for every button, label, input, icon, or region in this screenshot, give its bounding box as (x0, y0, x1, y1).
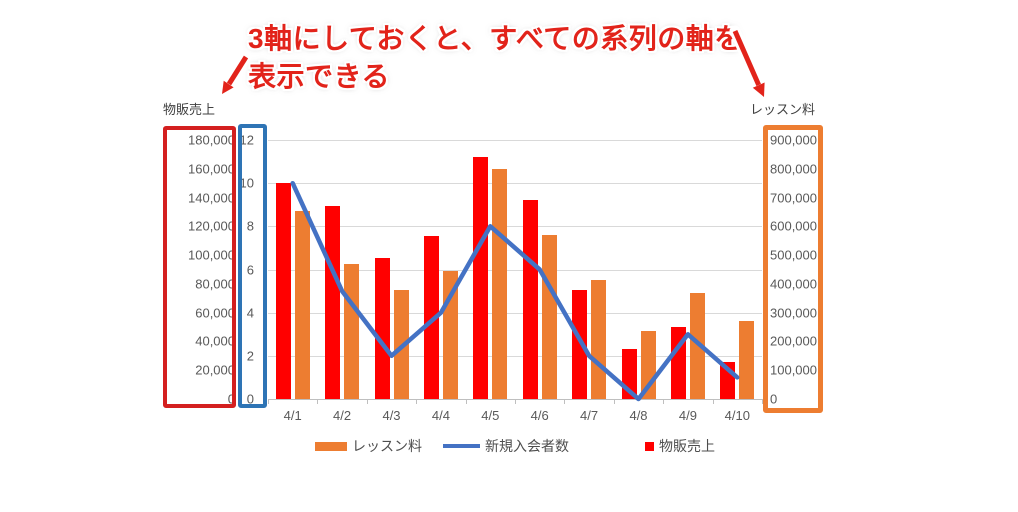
legend-item-goods-sales[interactable]: 物販売上 (645, 436, 715, 456)
x-axis-label: 4/6 (530, 408, 549, 423)
left-axis-tick-label: 60,000 (195, 305, 235, 321)
secondary-axis-tick-label: 12 (239, 132, 254, 148)
left-axis-title: 物販売上 (163, 102, 216, 117)
left-axis-highlight-box (163, 126, 236, 408)
left-axis-tick-label: 20,000 (195, 362, 235, 378)
right-axis-tick-label: 400,000 (770, 276, 817, 292)
bar-lesson-fee-4/5 (492, 168, 508, 399)
secondary-axis-tick-label: 6 (246, 262, 254, 277)
legend-line-swatch-blue-icon (443, 444, 480, 448)
bar-lesson-fee-4/7 (591, 279, 607, 399)
x-axis-tick (663, 399, 665, 404)
left-axis-tick-label: 160,000 (188, 161, 235, 177)
x-axis-label: 4/3 (382, 408, 401, 423)
secondary-axis-tick-label: 0 (246, 391, 254, 407)
legend-square-swatch-red-icon (645, 441, 654, 451)
annotation-line-2: 表示できる (248, 61, 390, 92)
x-axis-label: 4/1 (283, 408, 302, 423)
x-axis-tick (515, 399, 516, 404)
gridline (268, 312, 762, 314)
right-axis-tick-label: 500,000 (770, 247, 817, 263)
gridline (268, 183, 762, 185)
bar-goods-sales-4/1 (275, 183, 291, 399)
bar-lesson-fee-4/2 (344, 263, 360, 399)
right-axis-tick-label: 600,000 (770, 218, 817, 234)
left-axis-tick-label: 80,000 (195, 276, 235, 292)
secondary-axis-highlight-box (238, 124, 267, 408)
left-axis-tick-label: 180,000 (188, 132, 235, 148)
x-axis-label: 4/2 (333, 408, 352, 423)
left-axis-tick-label: 40,000 (195, 333, 235, 349)
bar-lesson-fee-4/3 (393, 289, 409, 399)
x-axis-label: 4/9 (678, 408, 697, 423)
legend-item-new-members[interactable]: 新規入会者数 (443, 436, 569, 456)
right-axis-highlight-box (763, 125, 823, 413)
x-axis-tick (564, 399, 566, 404)
bar-lesson-fee-4/6 (541, 235, 557, 399)
x-axis-tick (317, 399, 319, 404)
secondary-axis-tick-label: 10 (239, 175, 254, 191)
right-axis-tick-label: 300,000 (770, 305, 817, 321)
legend-label-lesson-fee: レッスン料 (352, 438, 422, 454)
legend-bar-swatch-orange-icon (315, 441, 347, 451)
x-axis-tick (712, 399, 714, 404)
x-axis-label: 4/4 (431, 408, 450, 423)
bar-goods-sales-4/9 (670, 327, 686, 399)
x-axis-label: 4/7 (580, 408, 599, 423)
right-axis-tick-label: 800,000 (770, 161, 817, 177)
x-axis-label: 4/5 (481, 408, 500, 423)
right-axis-tick-label: 900,000 (770, 132, 817, 148)
legend-label-goods-sales: 物販売上 (659, 438, 715, 454)
x-axis-tick (762, 399, 763, 404)
x-axis-label: 4/10 (724, 408, 750, 423)
x-axis-tick (465, 399, 467, 404)
legend-item-lesson-fee[interactable]: レッスン料 (315, 436, 422, 456)
left-axis-tick-label: 140,000 (188, 190, 235, 206)
bar-goods-sales-4/5 (473, 157, 489, 399)
x-axis-label: 4/8 (629, 408, 648, 423)
legend-label-new-members: 新規入会者数 (485, 438, 569, 454)
annotation-text: 3軸にしておくと、すべての系列の軸を 表示できる (248, 20, 743, 96)
bar-goods-sales-4/3 (374, 258, 390, 399)
x-axis-tick (268, 399, 269, 404)
annotation-line-1: 3軸にしておくと、すべての系列の軸を (248, 23, 743, 54)
secondary-axis-tick-label: 2 (246, 348, 254, 364)
right-axis-tick-label: 200,000 (770, 333, 817, 349)
bar-lesson-fee-4/4 (442, 270, 458, 399)
secondary-axis-tick-label: 4 (246, 305, 254, 321)
bar-goods-sales-4/6 (522, 200, 538, 399)
gridline (268, 269, 762, 271)
left-axis-tick-label: 120,000 (188, 218, 235, 234)
gridline (268, 140, 762, 141)
bar-lesson-fee-4/9 (689, 292, 705, 399)
bar-lesson-fee-4/8 (640, 331, 656, 399)
x-axis-tick (366, 399, 368, 404)
bar-lesson-fee-4/10 (739, 321, 755, 399)
bar-goods-sales-4/10 (720, 361, 736, 399)
bar-goods-sales-4/4 (423, 236, 439, 399)
x-axis-tick (416, 399, 418, 404)
right-axis-title: レッスン料 (750, 102, 816, 117)
bar-goods-sales-4/8 (621, 348, 637, 399)
right-axis-tick-label: 700,000 (770, 190, 817, 206)
gridline (268, 355, 762, 357)
right-axis-tick-label: 100,000 (770, 362, 817, 378)
bar-lesson-fee-4/1 (294, 210, 310, 399)
x-axis-tick (613, 399, 615, 404)
left-axis-tick-label: 100,000 (188, 247, 235, 263)
bar-goods-sales-4/7 (572, 289, 588, 399)
right-axis-tick-label: 0 (770, 391, 778, 407)
gridline (268, 226, 762, 228)
arrow-left-icon (219, 51, 252, 97)
bar-goods-sales-4/2 (325, 206, 341, 399)
left-axis-tick-label: 0 (227, 391, 235, 407)
secondary-axis-tick-label: 8 (246, 218, 254, 234)
